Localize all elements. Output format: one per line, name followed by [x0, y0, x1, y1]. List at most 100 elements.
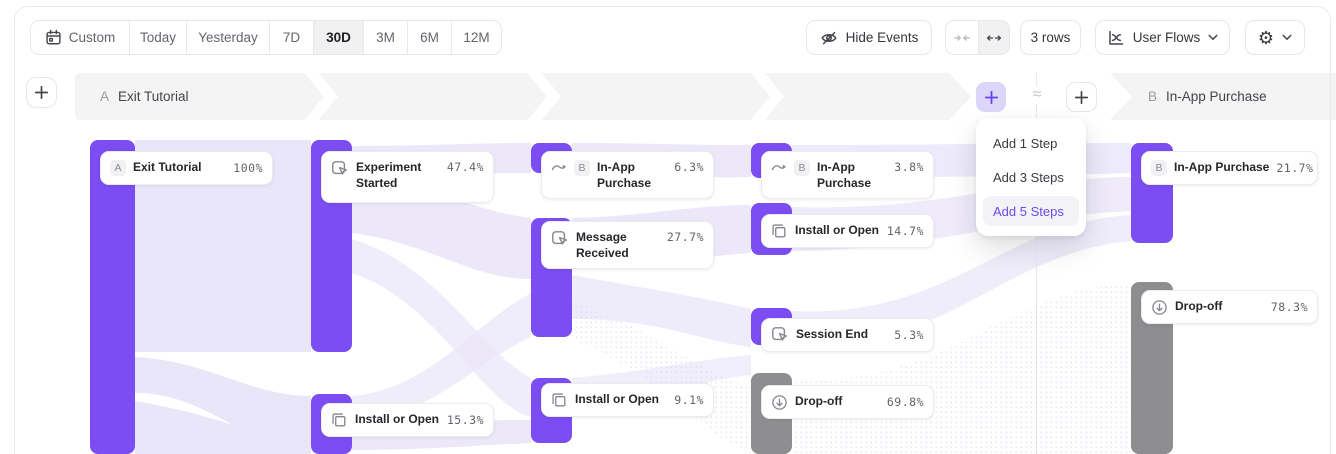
flow-node-dropoff-b[interactable]: Drop-off 78.3% [1141, 290, 1318, 324]
section-b-label: B In-App Purchase [1148, 73, 1267, 120]
node-label: Drop-off [795, 394, 843, 409]
plus-icon [35, 86, 48, 99]
date-option-label: 30D [326, 30, 351, 45]
expand-columns-icon [986, 34, 1002, 41]
step-badge: B [1151, 160, 1167, 176]
menu-item-label: Add 1 Step [993, 135, 1058, 151]
flow-node-inapp-purchase[interactable]: B In-App Purchase 3.8% [761, 151, 934, 199]
node-value: 6.3% [674, 160, 704, 174]
add-step-left-button[interactable] [26, 77, 57, 108]
collapse-columns-icon [954, 34, 970, 41]
date-option-12m[interactable]: 12M [451, 21, 501, 54]
add-step-a-button[interactable] [976, 82, 1006, 112]
flow-node-message-received[interactable]: Message Received 27.7% [541, 221, 714, 269]
click-icon [331, 160, 349, 178]
section-title: Exit Tutorial [118, 89, 189, 104]
collapse-columns-button[interactable] [946, 21, 978, 54]
date-option-yesterday[interactable]: Yesterday [186, 21, 269, 54]
approx-connector: ≈ [1026, 86, 1048, 104]
column-width-toggle [945, 20, 1010, 55]
dropoff-icon [771, 394, 788, 411]
date-option-label: Today [139, 30, 177, 45]
plus-icon [1075, 90, 1088, 104]
date-option-label: Custom [68, 30, 116, 45]
plus-icon [984, 90, 998, 104]
date-option-3m[interactable]: 3M [363, 21, 407, 54]
chevron-down-icon [1282, 34, 1292, 40]
step-badge: B [794, 160, 810, 176]
node-label: Drop-off [1175, 299, 1223, 314]
date-option-today[interactable]: Today [129, 21, 186, 54]
flow-node-experiment-started[interactable]: Experiment Started 47.4% [321, 151, 494, 203]
date-option-6m[interactable]: 6M [407, 21, 451, 54]
eye-off-icon [821, 31, 837, 44]
click-icon [551, 230, 569, 248]
click-icon [771, 326, 789, 344]
flow-node-dropoff[interactable]: Drop-off 69.8% [761, 385, 934, 419]
node-value: 100% [233, 161, 263, 175]
date-option-7d[interactable]: 7D [269, 21, 313, 54]
date-option-label: 3M [376, 30, 395, 45]
date-option-30d[interactable]: 30D [313, 21, 363, 54]
node-value: 9.1% [674, 393, 704, 407]
node-label: Experiment Started [356, 160, 422, 190]
menu-item-label: Add 3 Steps [993, 169, 1064, 185]
menu-item-add-3-steps[interactable]: Add 3 Steps [983, 162, 1079, 192]
section-a-label: A Exit Tutorial [100, 73, 189, 120]
view-type-label: User Flows [1132, 30, 1201, 45]
menu-item-add-1-step[interactable]: Add 1 Step [983, 128, 1079, 158]
hide-events-button[interactable]: Hide Events [806, 20, 932, 55]
node-label: Exit Tutorial [133, 160, 202, 175]
node-value: 27.7% [666, 230, 704, 244]
skip-arrow-icon [771, 160, 787, 172]
calendar-icon [46, 29, 61, 45]
rows-button[interactable]: 3 rows [1020, 20, 1081, 55]
section-letter: A [100, 89, 110, 104]
node-value: 69.8% [886, 395, 924, 409]
flow-bar-exit-tutorial [90, 140, 135, 454]
skip-arrow-icon [551, 160, 567, 172]
node-value: 5.3% [894, 328, 924, 342]
date-option-label: 6M [420, 30, 439, 45]
node-label: In-App Purchase [1174, 160, 1270, 175]
copy-icon [771, 223, 788, 240]
node-value: 15.3% [446, 413, 484, 427]
node-value: 47.4% [446, 160, 484, 174]
node-label: In-App Purchase [597, 160, 652, 190]
step-badge: B [574, 160, 590, 176]
date-option-label: 12M [463, 30, 490, 45]
flow-node-install-or-open[interactable]: Install or Open 15.3% [321, 403, 494, 437]
node-label: Install or Open [575, 392, 660, 407]
settings-button[interactable]: ⚙ [1245, 20, 1305, 55]
step-badge: A [110, 160, 126, 176]
flow-node-inapp-purchase-b[interactable]: B In-App Purchase 21.7% [1141, 151, 1318, 185]
flow-node-inapp-purchase[interactable]: B In-App Purchase 6.3% [541, 151, 714, 199]
add-steps-menu: Add 1 Step Add 3 Steps Add 5 Steps [976, 118, 1086, 236]
date-range-selector: Custom Today Yesterday 7D 30D 3M 6M 12M [30, 20, 502, 55]
flow-node-session-end[interactable]: Session End 5.3% [761, 318, 934, 352]
node-value: 78.3% [1270, 300, 1308, 314]
hide-events-label: Hide Events [845, 30, 919, 45]
menu-item-add-5-steps[interactable]: Add 5 Steps [983, 196, 1079, 226]
step-band [75, 73, 1336, 120]
copy-icon [331, 412, 348, 429]
flow-node-exit-tutorial[interactable]: A Exit Tutorial 100% [100, 151, 273, 185]
add-step-b-button[interactable] [1066, 82, 1097, 112]
chevron-down-icon [1208, 34, 1218, 40]
date-option-custom[interactable]: Custom [31, 21, 129, 54]
user-flows-icon [1108, 30, 1123, 45]
node-label: Install or Open [795, 223, 880, 238]
node-label: Message Received [576, 230, 629, 260]
copy-icon [551, 392, 568, 409]
date-option-label: 7D [282, 30, 301, 45]
flow-node-install-or-open[interactable]: Install or Open 9.1% [541, 383, 714, 417]
menu-item-label: Add 5 Steps [993, 203, 1064, 219]
node-value: 14.7% [886, 224, 924, 238]
rows-label: 3 rows [1030, 30, 1071, 45]
flow-node-install-or-open[interactable]: Install or Open 14.7% [761, 214, 934, 248]
view-type-button[interactable]: User Flows [1095, 20, 1230, 55]
date-option-label: Yesterday [198, 30, 258, 45]
expand-columns-button[interactable] [978, 21, 1009, 54]
gear-icon: ⚙ [1257, 27, 1275, 48]
